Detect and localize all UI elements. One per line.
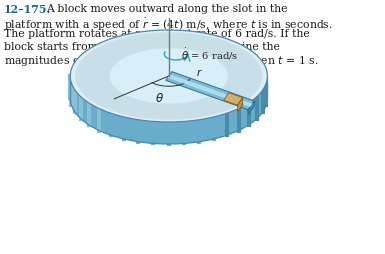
Text: magnitudes of its velocity and acceleration when $t$ = 1 s.: magnitudes of its velocity and accelerat… bbox=[3, 54, 318, 68]
Text: A block moves outward along the slot in the: A block moves outward along the slot in … bbox=[46, 4, 287, 14]
Polygon shape bbox=[238, 98, 243, 113]
Polygon shape bbox=[70, 31, 267, 122]
Text: $\dot{\theta}$ = 6 rad/s: $\dot{\theta}$ = 6 rad/s bbox=[181, 46, 238, 61]
Text: platform with a speed of $\dot{r}$ = (4$t$) m/s, where $t$ is in seconds.: platform with a speed of $\dot{r}$ = (4$… bbox=[3, 17, 333, 33]
Polygon shape bbox=[224, 93, 243, 106]
Polygon shape bbox=[166, 72, 254, 110]
Polygon shape bbox=[75, 33, 263, 120]
Polygon shape bbox=[167, 75, 253, 108]
Text: $\theta$: $\theta$ bbox=[155, 92, 164, 105]
Polygon shape bbox=[248, 102, 254, 115]
Polygon shape bbox=[70, 77, 267, 145]
Polygon shape bbox=[85, 38, 253, 116]
Text: 12–175.: 12–175. bbox=[3, 4, 51, 15]
Text: $r$: $r$ bbox=[196, 66, 203, 77]
Polygon shape bbox=[110, 49, 228, 104]
Text: The platform rotates at a constant rate of 6 rad/s. If the: The platform rotates at a constant rate … bbox=[3, 29, 310, 39]
Text: block starts from rest at the center, determine the: block starts from rest at the center, de… bbox=[3, 41, 280, 51]
